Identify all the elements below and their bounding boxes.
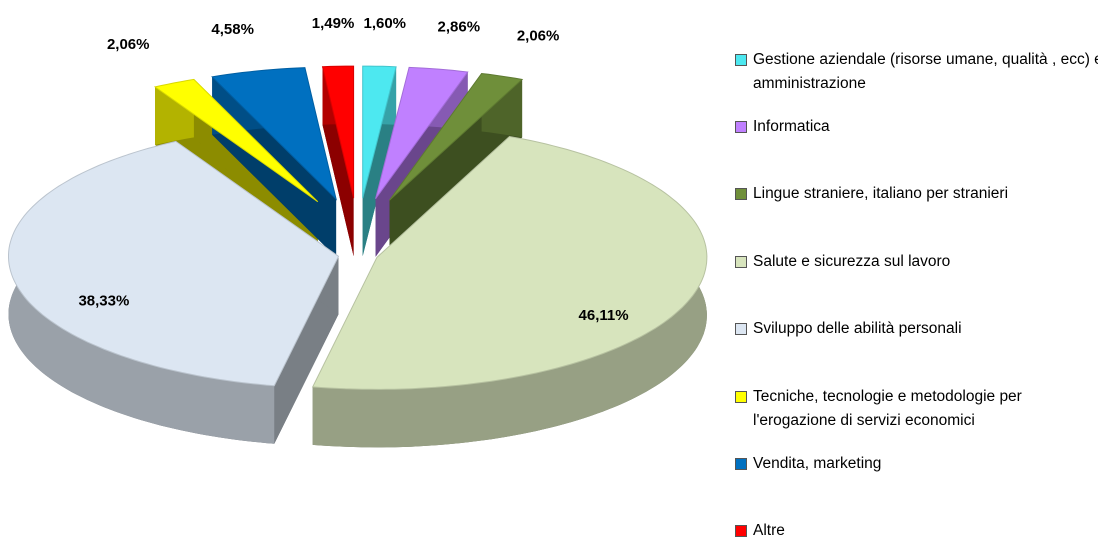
- data-label: 4,58%: [211, 21, 254, 38]
- data-label: 46,11%: [579, 307, 629, 324]
- legend-label: Lingue straniere, italiano per stranieri: [753, 185, 1009, 202]
- legend-label: Altre: [753, 522, 785, 539]
- data-label: 1,49%: [312, 15, 355, 32]
- legend-label: Salute e sicurezza sul lavoro: [753, 253, 951, 270]
- slice: [375, 66, 469, 199]
- slice: [153, 78, 319, 203]
- legend-item: Gestione aziendale (risorse umane, quali…: [735, 48, 1098, 96]
- data-label: 1,60%: [363, 15, 406, 32]
- slice: [389, 72, 524, 201]
- legend-label: Vendita, marketing: [753, 455, 882, 472]
- legend-swatch: [735, 54, 747, 66]
- slice: [311, 135, 708, 390]
- slice: [8, 140, 340, 387]
- slice: [211, 67, 337, 201]
- slice: [362, 65, 397, 199]
- legend-item: Sviluppo delle abilità personali: [735, 317, 1098, 341]
- legend-item: Salute e sicurezza sul lavoro: [735, 250, 1098, 274]
- legend-item: Altre: [735, 519, 1098, 539]
- data-label: 2,06%: [107, 36, 150, 53]
- legend-label: Tecniche, tecnologie e metodologie per l…: [753, 388, 1022, 429]
- data-label: 2,86%: [438, 19, 481, 36]
- legend-label: Gestione aziendale (risorse umane, quali…: [753, 51, 1098, 92]
- legend-item: Vendita, marketing: [735, 452, 1098, 476]
- legend-swatch: [735, 525, 747, 537]
- slice-wall: [274, 256, 339, 444]
- legend-swatch: [735, 323, 747, 335]
- legend-swatch: [735, 121, 747, 133]
- slice: [321, 65, 355, 199]
- legend-swatch: [735, 188, 747, 200]
- legend-label: Sviluppo delle abilità personali: [753, 320, 962, 337]
- pie-area: 1,60% 2,86% 2,06% 46,11% 38,33% 2,06% 4,58% 1,4…: [8, 15, 708, 448]
- legend-item: Tecniche, tecnologie e metodologie per l…: [735, 385, 1098, 433]
- legend-item: Lingue straniere, italiano per stranieri: [735, 182, 1098, 206]
- legend-label: Informatica: [753, 118, 830, 135]
- legend-swatch: [735, 256, 747, 268]
- data-label: 2,06%: [517, 27, 560, 44]
- legend-swatch: [735, 458, 747, 470]
- data-label: 38,33%: [78, 292, 129, 309]
- legend-swatch: [735, 391, 747, 403]
- legend-item: Informatica: [735, 115, 1098, 139]
